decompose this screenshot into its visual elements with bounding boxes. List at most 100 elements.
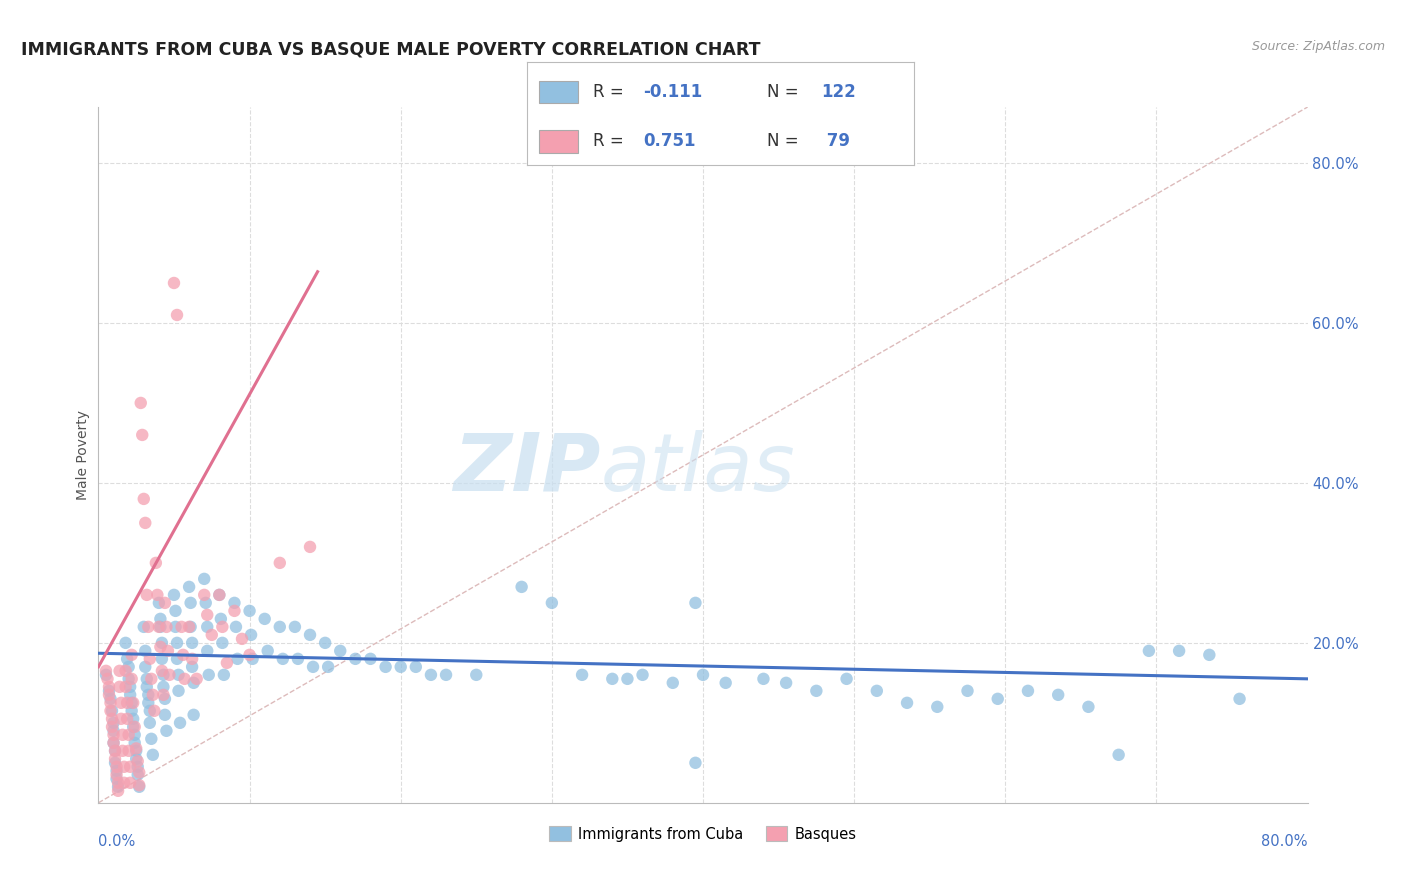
Point — [153, 596, 176, 610]
Point — [103, 723, 125, 738]
Point — [170, 620, 193, 634]
Point — [329, 644, 352, 658]
Point — [118, 744, 141, 758]
Point — [149, 612, 172, 626]
Point — [143, 704, 166, 718]
Point — [1198, 648, 1220, 662]
Point — [1017, 683, 1039, 698]
Point — [141, 731, 163, 746]
Point — [193, 588, 215, 602]
Point — [165, 604, 187, 618]
Point — [127, 760, 149, 774]
Point — [197, 668, 219, 682]
Point — [98, 680, 121, 694]
Point — [103, 736, 125, 750]
Point — [183, 676, 205, 690]
Point — [163, 588, 186, 602]
Point — [96, 672, 118, 686]
Point — [114, 664, 136, 678]
Point — [180, 620, 202, 634]
Text: 122: 122 — [821, 83, 856, 101]
Point — [131, 428, 153, 442]
Point — [156, 644, 179, 658]
Point — [114, 636, 136, 650]
Point — [98, 683, 121, 698]
Point — [465, 668, 488, 682]
Point — [111, 744, 134, 758]
Point — [212, 668, 235, 682]
Text: 0.751: 0.751 — [644, 132, 696, 151]
Point — [284, 620, 307, 634]
Point — [100, 696, 122, 710]
Point — [269, 620, 291, 634]
Point — [692, 668, 714, 682]
Point — [181, 636, 204, 650]
Point — [169, 715, 191, 730]
Point — [271, 652, 294, 666]
Point — [134, 644, 156, 658]
Point — [111, 728, 134, 742]
Point — [128, 780, 150, 794]
Text: R =: R = — [593, 83, 628, 101]
Point — [685, 596, 707, 610]
Point — [122, 720, 145, 734]
Text: Source: ZipAtlas.com: Source: ZipAtlas.com — [1251, 40, 1385, 54]
Point — [153, 707, 176, 722]
Point — [132, 620, 155, 634]
Point — [104, 752, 127, 766]
Point — [115, 696, 138, 710]
Point — [120, 776, 142, 790]
Legend: Immigrants from Cuba, Basques: Immigrants from Cuba, Basques — [544, 821, 862, 847]
Point — [685, 756, 707, 770]
Point — [173, 672, 195, 686]
Point — [215, 656, 238, 670]
Point — [98, 688, 121, 702]
Point — [956, 683, 979, 698]
Point — [195, 607, 218, 622]
Point — [139, 652, 162, 666]
Point — [180, 596, 202, 610]
Point — [194, 596, 217, 610]
Point — [124, 720, 146, 734]
Point — [124, 728, 146, 742]
Point — [121, 648, 143, 662]
Point — [183, 707, 205, 722]
Point — [193, 572, 215, 586]
Text: IMMIGRANTS FROM CUBA VS BASQUE MALE POVERTY CORRELATION CHART: IMMIGRANTS FROM CUBA VS BASQUE MALE POVE… — [21, 40, 761, 58]
Text: 80.0%: 80.0% — [1261, 834, 1308, 849]
Point — [253, 612, 276, 626]
Point — [510, 580, 533, 594]
Point — [136, 688, 159, 702]
Point — [150, 664, 173, 678]
Point — [1077, 699, 1099, 714]
Point — [242, 652, 264, 666]
Point — [344, 652, 367, 666]
Point — [1229, 691, 1251, 706]
Point — [115, 652, 138, 666]
Point — [107, 780, 129, 794]
Point — [240, 628, 263, 642]
Point — [163, 276, 186, 290]
Point — [360, 652, 382, 666]
Point — [101, 704, 124, 718]
Point — [165, 620, 187, 634]
Point — [124, 736, 146, 750]
Point — [209, 612, 232, 626]
Point — [835, 672, 858, 686]
Point — [135, 672, 157, 686]
Point — [139, 704, 162, 718]
Point — [224, 596, 246, 610]
Point — [1108, 747, 1130, 762]
Point — [142, 747, 165, 762]
Point — [100, 704, 122, 718]
Point — [142, 688, 165, 702]
Point — [148, 620, 170, 634]
Point — [107, 776, 129, 790]
Point — [149, 620, 172, 634]
Point — [302, 660, 325, 674]
Point — [104, 756, 127, 770]
Point — [896, 696, 918, 710]
Text: R =: R = — [593, 132, 628, 151]
Point — [121, 704, 143, 718]
Point — [110, 712, 132, 726]
